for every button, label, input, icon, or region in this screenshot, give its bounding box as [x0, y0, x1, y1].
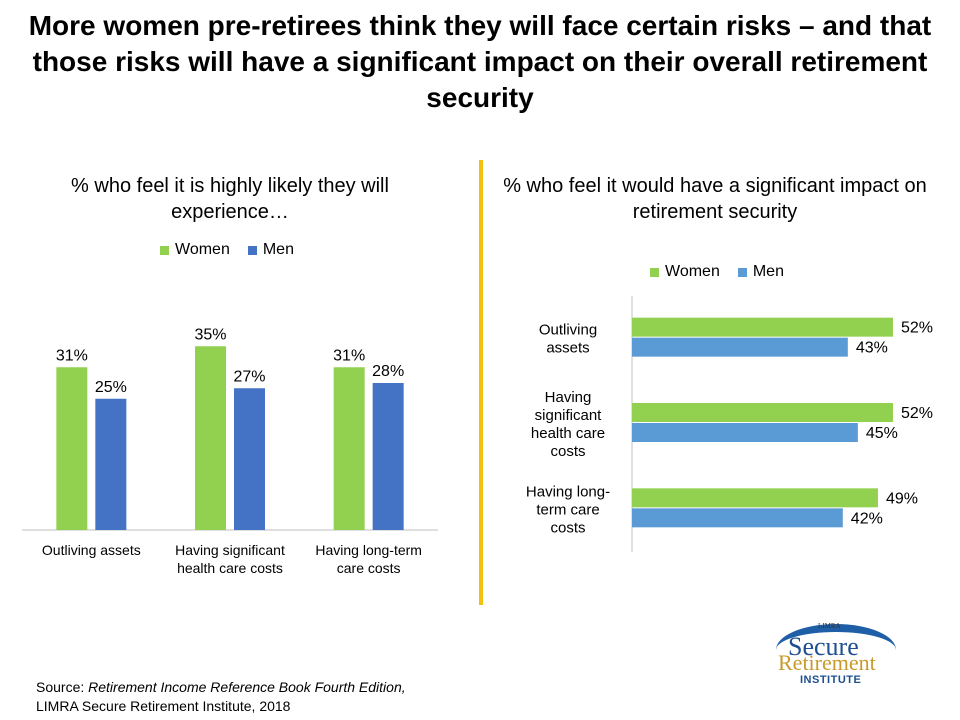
legend-label-women: Women — [175, 241, 230, 258]
category-label: assets — [546, 340, 589, 357]
source-prefix: Source: — [36, 679, 89, 695]
logo-limra-text: LIMRA — [818, 622, 841, 630]
category-label: health care costs — [177, 560, 283, 576]
category-label: Having long- — [526, 483, 610, 500]
source-title: Retirement Income Reference Book Fourth … — [88, 679, 406, 695]
logo-secure-text: Secure — [788, 632, 859, 661]
legend-item-women: Women — [160, 240, 230, 260]
category-label: Outliving — [539, 322, 597, 339]
legend-swatch-men — [247, 245, 257, 255]
legend-item-men: Men — [247, 240, 294, 260]
category-label: Having long-term — [315, 542, 422, 558]
chart-divider — [479, 160, 483, 605]
page-title: More women pre-retirees think they will … — [28, 10, 932, 113]
data-label-women: 35% — [194, 326, 226, 343]
legend-swatch-women — [160, 245, 169, 255]
category-label: Having — [545, 389, 592, 406]
data-label-women: 52% — [901, 320, 933, 337]
category-label: term care — [536, 501, 599, 518]
category-label: significant — [535, 407, 603, 424]
right-chart-title: % who feel it would have a significant i… — [503, 175, 927, 223]
limra-sri-logo: LIMRA Secure Retirement INSTITUTE — [770, 618, 900, 690]
data-label-men: 25% — [95, 379, 127, 396]
category-label: Having significant — [175, 542, 285, 558]
right-chart-legend: Women Men — [650, 262, 784, 282]
bar-women — [56, 367, 88, 530]
category-label: health care — [531, 425, 605, 442]
left-chart-title: % who feel it is highly likely they will… — [71, 175, 389, 223]
hbar-women — [632, 317, 893, 337]
bar-men — [234, 388, 265, 530]
logo-institute-text: INSTITUTE — [800, 674, 862, 686]
data-label-men: 43% — [856, 340, 888, 357]
bar-men — [95, 398, 127, 530]
legend-item-men: Men — [737, 262, 784, 282]
bar-women — [333, 367, 365, 530]
category-label: care costs — [337, 560, 401, 576]
left-chart-legend: Women Men — [160, 240, 294, 260]
bar-men — [372, 383, 404, 530]
hbar-men — [632, 337, 848, 357]
bar-women — [195, 346, 226, 530]
data-label-women: 31% — [56, 347, 88, 364]
hbar-women — [632, 488, 878, 508]
category-label: costs — [550, 443, 585, 460]
category-label: Outliving assets — [42, 542, 141, 558]
logo-arc — [776, 624, 896, 654]
data-label-women: 31% — [333, 347, 365, 364]
data-label-men: 45% — [866, 425, 898, 442]
legend-swatch-men — [737, 267, 747, 277]
data-label-men: 42% — [851, 510, 883, 527]
legend-label-men: Men — [262, 241, 294, 258]
legend-item-women: Women — [650, 262, 720, 282]
source-note: Source: Retirement Income Reference Book… — [36, 678, 406, 716]
legend-label-men: Men — [752, 263, 784, 280]
hbar-women — [632, 403, 893, 422]
logo-retirement-text: Retirement — [778, 650, 876, 675]
hbar-men — [632, 508, 843, 528]
data-label-women: 49% — [886, 490, 918, 507]
data-label-men: 28% — [372, 363, 404, 380]
legend-label-women: Women — [665, 263, 720, 280]
legend-swatch-women — [650, 267, 659, 277]
data-label-men: 27% — [233, 368, 265, 385]
source-line-2: LIMRA Secure Retirement Institute, 2018 — [36, 698, 291, 714]
category-label: costs — [550, 519, 585, 536]
hbar-men — [632, 423, 858, 442]
data-label-women: 52% — [901, 405, 933, 422]
